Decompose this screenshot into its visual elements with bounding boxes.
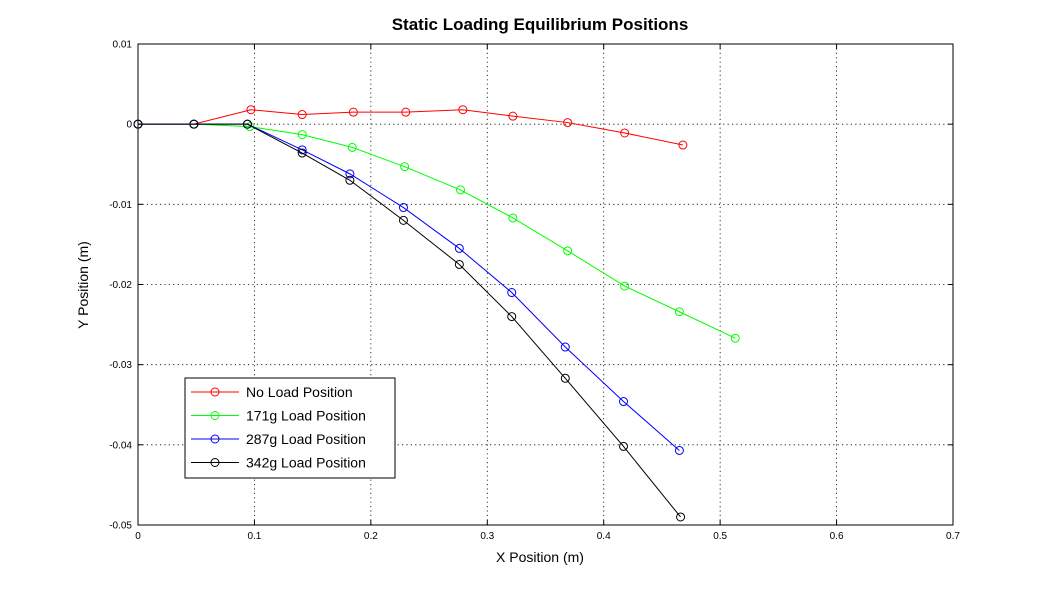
data-point: [678, 140, 688, 150]
x-tick-label: 0: [135, 531, 141, 542]
data-point: [560, 342, 570, 352]
data-point: [189, 119, 199, 129]
legend: No Load Position 171g Load Position 287g L…: [184, 377, 396, 479]
legend-label: No Load Position: [246, 384, 353, 400]
data-point: [560, 373, 570, 383]
x-tick-label: 0.3: [480, 531, 494, 542]
data-point: [297, 110, 307, 120]
legend-swatch-marker: [210, 387, 220, 397]
data-point: [619, 441, 629, 451]
series-line: [138, 109, 683, 146]
legend-swatch-marker: [210, 458, 220, 467]
y-tick-label: 0.01: [113, 40, 133, 51]
data-point: [507, 288, 517, 298]
data-point: [619, 397, 629, 407]
series-line: [138, 123, 681, 518]
data-point: [297, 148, 307, 158]
x-axis-label: X Position (m): [496, 549, 584, 565]
data-point: [454, 243, 464, 253]
y-tick-label: -0.04: [109, 440, 132, 451]
data-point: [507, 312, 517, 322]
data-point: [458, 105, 468, 115]
data-point: [401, 107, 411, 117]
data-point: [563, 246, 573, 256]
data-point: [398, 215, 408, 225]
data-point: [242, 119, 252, 129]
data-point: [456, 185, 466, 195]
legend-item: No Load Position: [191, 384, 353, 400]
x-tick-label: 0.4: [597, 531, 611, 542]
x-tick-label: 0.5: [713, 531, 727, 542]
data-point: [400, 162, 410, 172]
data-point: [347, 142, 357, 152]
legend-swatch-marker: [210, 411, 220, 420]
series-1: [133, 105, 688, 150]
legend-item: 287g Load Position: [191, 431, 366, 447]
data-point: [297, 145, 307, 155]
legend-label: 287g Load Position: [246, 431, 366, 447]
data-point: [398, 203, 408, 213]
x-tick-label: 0.7: [946, 531, 960, 542]
y-tick-label: -0.05: [109, 521, 132, 532]
y-tick-label: -0.02: [109, 280, 132, 291]
data-point: [345, 169, 355, 179]
x-tick-label: 0.6: [830, 531, 844, 542]
data-point: [454, 259, 464, 269]
legend-label: 342g Load Position: [246, 455, 366, 471]
legend-label: 171g Load Position: [246, 408, 366, 424]
y-tick-label: 0: [126, 120, 132, 131]
legend-swatch-marker: [210, 434, 220, 444]
series-group: [133, 105, 740, 522]
data-point: [676, 512, 686, 522]
data-point: [620, 281, 630, 291]
series-2: [133, 119, 740, 343]
x-tick-label: 0.1: [247, 531, 261, 542]
series-4: [133, 119, 686, 522]
data-point: [508, 213, 518, 223]
data-point: [508, 111, 518, 121]
data-point: [245, 122, 255, 132]
y-tick-label: -0.01: [109, 200, 132, 211]
y-axis-label: Y Position (m): [75, 241, 91, 329]
data-point: [297, 130, 307, 140]
data-point: [674, 307, 684, 317]
data-point: [246, 105, 256, 115]
legend-item: 342g Load Position: [191, 455, 366, 471]
y-tick-label: -0.03: [109, 360, 132, 371]
series-line: [138, 123, 736, 339]
data-point: [620, 128, 630, 138]
x-tick-label: 0.2: [364, 531, 378, 542]
data-point: [563, 118, 573, 128]
data-point: [674, 445, 684, 455]
data-point: [348, 107, 358, 117]
data-point: [730, 333, 740, 343]
data-point: [345, 175, 355, 185]
legend-item: 171g Load Position: [191, 408, 366, 424]
data-point: [133, 119, 143, 129]
chart-title: Static Loading Equilibrium Positions: [392, 15, 689, 34]
axis-ticks: 0 0.1 0.2 0.3 0.4 0.5 0.6 0.7 0.01 0 -0.01 -0.02 -0.…: [109, 40, 960, 543]
legend-box: [184, 377, 396, 479]
